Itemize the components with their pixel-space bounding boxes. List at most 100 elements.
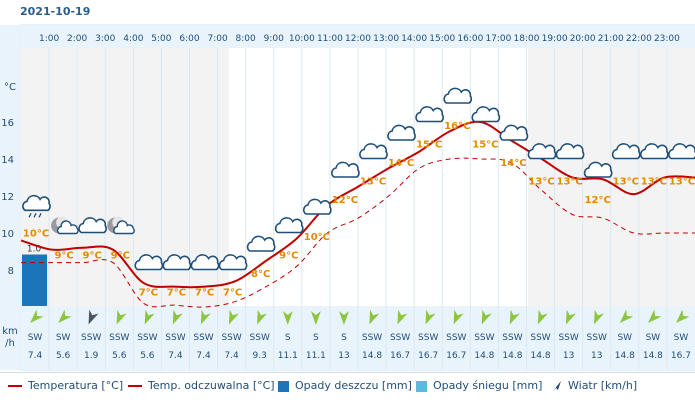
wind-speed: 14.8 [502,351,522,361]
wind-speed: 7.4 [28,351,43,361]
x-tick-label: 17:00 [485,34,511,44]
x-tick-label: 6:00 [179,34,199,44]
x-tick-label: 20:00 [570,34,596,44]
wind-speed: 14.8 [362,351,382,361]
wind-direction: SSW [193,333,213,343]
temp-label: 13°C [613,177,639,188]
wind-direction: SSW [109,333,129,343]
wind-speed: 9.3 [253,351,267,361]
temp-label: 9°C [54,251,73,262]
legend-item-temperature: Temperatura [°C] [8,379,123,392]
wind-arrow-icon [553,380,561,391]
wind-arrow-icon [338,311,349,325]
x-tick-label: 5:00 [151,34,171,44]
temp-label: 9°C [279,251,298,262]
wind-arrow-icon [282,311,293,325]
wind-direction: SW [28,333,43,343]
wind-direction: SSW [81,333,101,343]
legend-feels-like-label: Temp. odczuwalna [°C] [148,379,275,392]
wind-arrow-icon [30,309,44,323]
wind-speed: 16.7 [418,351,438,361]
legend-rain-label: Opady deszczu [mm] [295,379,412,392]
temperature-line [20,120,695,289]
temp-label: 9°C [83,251,102,262]
cloud-icon [415,106,444,123]
x-tick-label: 2:00 [67,34,87,44]
cloud-icon [527,143,557,160]
wind-direction: SSW [502,333,522,343]
wind-speed: 16.7 [446,351,466,361]
x-tick-label: 14:00 [401,34,427,44]
cloud-icon [387,124,416,141]
cloud-icon [246,235,276,252]
temp-label: 13°C [528,177,554,188]
wind-direction: SW [617,333,632,343]
temp-label: 7°C [195,288,214,299]
cloud-icon [359,143,388,160]
x-tick-label: 11:00 [317,34,343,44]
temp-label: 8°C [251,269,270,280]
temp-label: 12°C [332,195,358,206]
wind-speed: 14.8 [615,351,635,361]
wind-direction: SW [646,333,661,343]
y-tick-label: 12 [1,192,14,203]
temp-label: 15°C [472,140,498,151]
y-tick-label: 10 [1,229,14,240]
x-tick-label: 4:00 [123,34,143,44]
wind-direction: SSW [165,333,185,343]
y-tick-label: 14 [1,155,14,166]
legend-wind-label: Wiatr [km/h] [568,379,638,392]
wind-speed: 1.9 [84,351,99,361]
wind-direction: SSW [250,333,270,343]
wind-arrow-icon [537,309,548,325]
wind-speed: 16.7 [671,351,691,361]
wind-arrow-icon [88,309,99,325]
x-tick-label: 1:00 [39,34,59,44]
wind-arrow-icon [647,309,662,323]
wind-arrow-icon [594,309,605,325]
wind-arrow-icon [397,309,408,325]
wind-direction: S [313,333,319,343]
y-tick-label: 8 [8,266,14,277]
legend-item-rain: Opady deszczu [mm] [278,379,412,392]
x-tick-label: 12:00 [345,34,371,44]
wind-arrow-icon [509,309,520,325]
wind-speed: 5.6 [140,351,155,361]
wind-direction: SSW [418,333,438,343]
temp-label: 13°C [669,177,695,188]
temp-label: 16°C [444,121,470,132]
temp-label: 9°C [111,251,130,262]
legend-feels-like-swatch [128,385,142,387]
rain-label: 1.0 [27,245,42,255]
cloud-icon [134,254,164,271]
x-tick-label: 21:00 [598,34,624,44]
wind-arrow-icon [453,309,464,325]
forecast-date: 2021-10-19 [20,5,91,18]
cloud-icon [583,161,613,178]
wind-arrow-icon [200,309,211,325]
x-tick-label: 18:00 [514,34,540,44]
wind-speed: 5.6 [56,351,71,361]
wind-speed: 7.4 [224,351,239,361]
wind-direction: S [285,333,291,343]
x-tick-label: 3:00 [95,34,115,44]
temp-label: 13°C [360,177,386,188]
wind-direction: SSW [474,333,494,343]
chart-svg: 1.0 10°C9°C 9°C 9°C7°C 7°C 7°C 7°C8°C9°C10°C1… [0,24,695,371]
wind-speed: 16.7 [390,351,410,361]
legend-temperature-label: Temperatura [°C] [28,379,124,392]
feels-like-line [20,157,695,308]
legend-temperature-swatch [8,385,22,387]
temp-label: 14°C [388,158,414,169]
temp-label: 13°C [556,177,582,188]
wind-unit-bottom: /h [5,338,15,349]
temp-label: 13°C [641,177,667,188]
wind-unit-top: km [2,326,18,337]
cloud-icon [443,87,473,104]
legend-snow-label: Opady śniegu [mm] [433,379,543,392]
wind-arrow-icon [425,309,436,325]
legend-item-snow: Opady śniegu [mm] [416,379,542,392]
wind-arrow-icon [116,309,127,325]
wind-direction: SSW [587,333,607,343]
